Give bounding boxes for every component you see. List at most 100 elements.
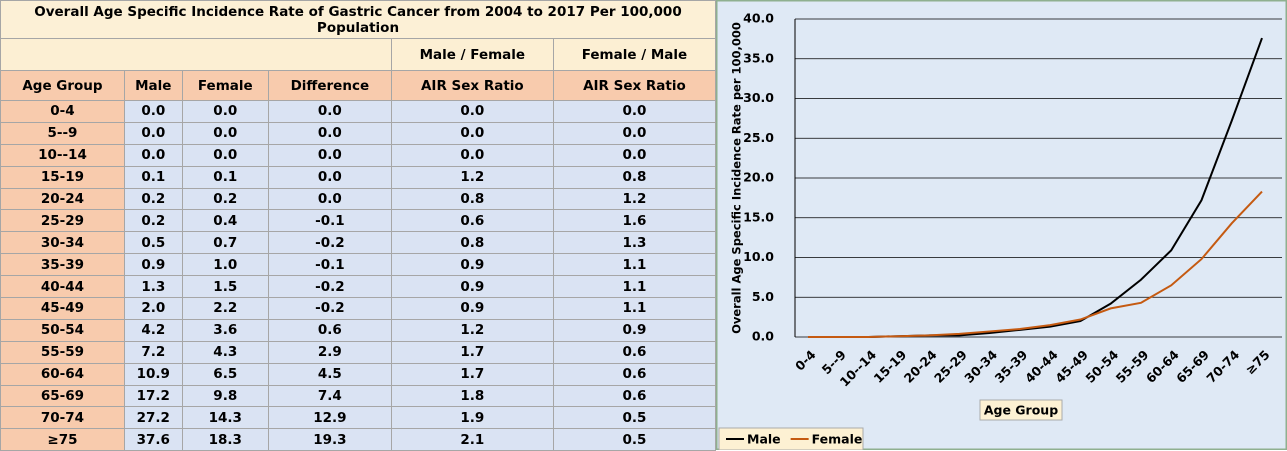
cell: 19.3 [267,428,392,451]
cell: 0.8 [390,187,554,211]
table-row: 40-44 1.3 1.5 -0.2 0.9 1.1 [0,275,717,299]
y-tick-label: 35.0 [743,50,774,65]
table-row: ≥75 37.6 18.3 19.3 2.1 0.5 [0,428,717,451]
cell: 0.0 [267,187,392,211]
table-row: 65-69 17.2 9.8 7.4 1.8 0.6 [0,384,717,408]
table-row: 15-19 0.1 0.1 0.0 1.2 0.8 [0,165,717,189]
table-row: 20-24 0.2 0.2 0.0 0.8 1.2 [0,187,717,211]
age-cell: 45-49 [0,297,125,320]
chart: Overall Age Specific Incidence Rate per … [716,0,1287,450]
cell: 0.0 [181,100,269,123]
cell: 1.6 [552,209,717,233]
cell: 0.7 [181,231,269,255]
y-tick-label: 15.0 [743,209,774,224]
y-tick-label: 20.0 [743,170,774,185]
column-header: Male [123,70,183,101]
cell: 2.1 [390,428,554,451]
cell: 0.5 [552,406,717,430]
age-cell: 60-64 [0,362,125,386]
cell: 0.8 [552,165,717,189]
table-row: 10--14 0.0 0.0 0.0 0.0 0.0 [0,143,717,167]
cell: 1.2 [390,318,554,342]
cell: 0.0 [123,100,183,123]
table-row: 35-39 0.9 1.0 -0.1 0.9 1.1 [0,253,717,277]
table-row: 45-49 2.0 2.2 -0.2 0.9 1.1 [0,297,717,320]
cell: 7.2 [123,340,183,364]
cell: 0.5 [123,231,183,255]
cell: 1.3 [552,231,717,255]
x-axis-label: Age Group [984,403,1058,418]
cell: 12.9 [267,406,392,430]
table-row: 25-29 0.2 0.4 -0.1 0.6 1.6 [0,209,717,233]
y-tick-label: 0.0 [752,329,774,344]
cell: 0.9 [390,297,554,320]
y-tick-label: 40.0 [743,11,774,26]
column-header: AIR Sex Ratio [552,70,717,101]
cell: 37.6 [123,428,183,451]
age-cell: 70-74 [0,406,125,430]
cell: -0.2 [267,297,392,320]
cell: 7.4 [267,384,392,408]
y-tick-label: 30.0 [743,90,774,105]
cell: 1.7 [390,362,554,386]
cell: 0.8 [390,231,554,255]
table-row: 5--9 0.0 0.0 0.0 0.0 0.0 [0,121,717,145]
header-top: Male / Female [390,38,554,71]
header-blank [0,38,392,71]
cell: 1.2 [390,165,554,189]
legend-label: Female [812,432,863,447]
cell: 0.0 [267,121,392,145]
cell: -0.1 [267,253,392,277]
age-cell: 30-34 [0,231,125,255]
cell: 1.1 [552,297,717,320]
cell: 0.5 [552,428,717,451]
cell: 17.2 [123,384,183,408]
cell: 1.2 [552,187,717,211]
cell: 1.7 [390,340,554,364]
cell: 1.3 [123,275,183,299]
cell: 0.2 [123,187,183,211]
table-row: 30-34 0.5 0.7 -0.2 0.8 1.3 [0,231,717,255]
cell: 0.9 [390,253,554,277]
x-label-box [979,399,1063,421]
age-cell: 25-29 [0,209,125,233]
age-cell: 55-59 [0,340,125,364]
table-row: 55-59 7.2 4.3 2.9 1.7 0.6 [0,340,717,364]
y-tick-label: 5.0 [752,289,774,304]
cell: 0.0 [552,143,717,167]
chart-background [716,0,1287,450]
column-header: Age Group [0,70,125,101]
cell: -0.2 [267,275,392,299]
cell: 18.3 [181,428,269,451]
cell: 0.0 [552,121,717,145]
cell: 0.9 [123,253,183,277]
age-cell: 10--14 [0,143,125,167]
cell: 0.0 [181,143,269,167]
cell: 0.4 [181,209,269,233]
cell: 0.6 [267,318,392,342]
y-axis-label: Overall Age Specific Incidence Rate per … [730,22,744,334]
column-header: AIR Sex Ratio [390,70,554,101]
cell: 3.6 [181,318,269,342]
cell: 1.1 [552,253,717,277]
cell: 6.5 [181,362,269,386]
table-title: Overall Age Specific Incidence Rate of G… [0,0,716,39]
cell: 2.9 [267,340,392,364]
cell: 0.6 [552,362,717,386]
y-tick-label: 25.0 [743,130,774,145]
cell: 0.0 [123,143,183,167]
age-cell: 0-4 [0,100,125,123]
age-cell: ≥75 [0,428,125,451]
cell: 27.2 [123,406,183,430]
age-cell: 20-24 [0,187,125,211]
cell: 0.0 [123,121,183,145]
rates-table: Overall Age Specific Incidence Rate of G… [0,0,717,451]
cell: 2.0 [123,297,183,320]
cell: 4.5 [267,362,392,386]
cell: 1.8 [390,384,554,408]
cell: 1.1 [552,275,717,299]
cell: 1.5 [181,275,269,299]
age-cell: 15-19 [0,165,125,189]
legend-label: Male [747,432,781,447]
